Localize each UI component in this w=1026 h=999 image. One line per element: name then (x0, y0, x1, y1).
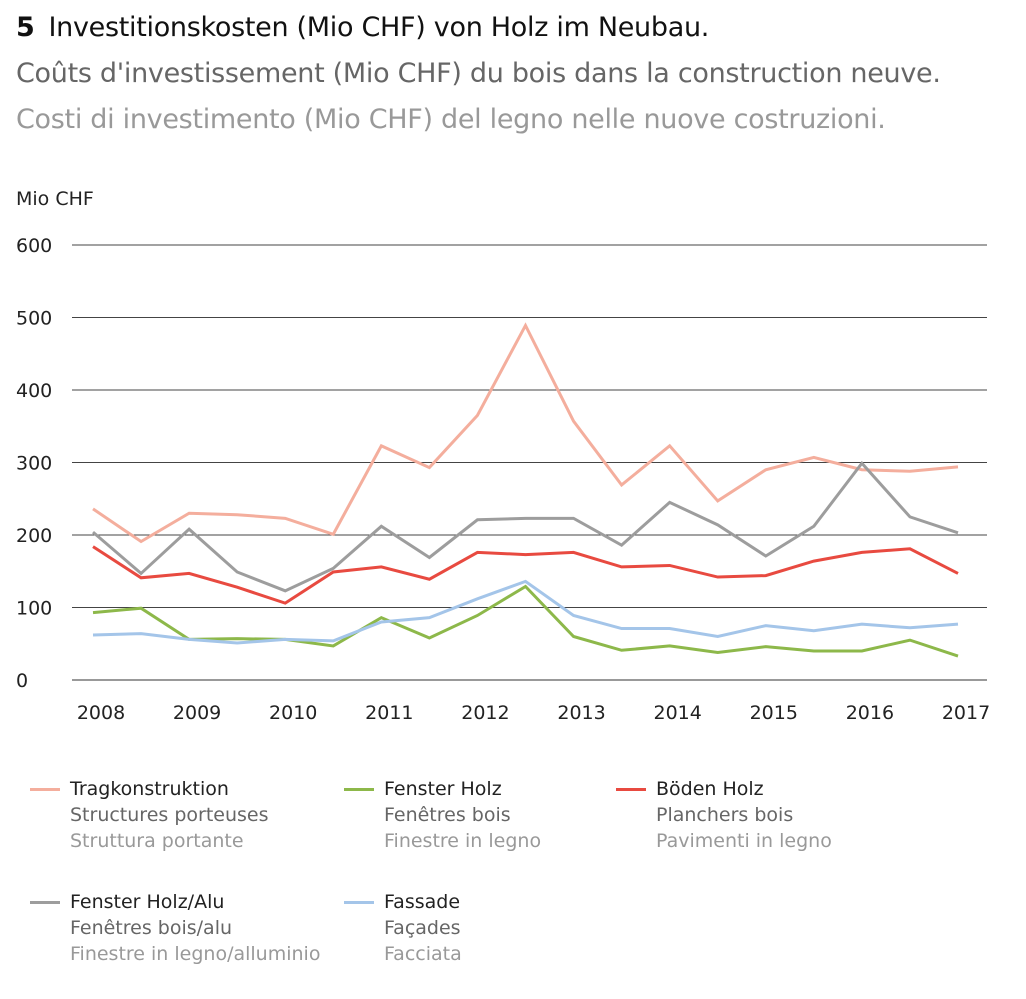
legend-item: Fassade Façades Facciata (344, 889, 462, 967)
legend-label-it: Struttura portante (70, 830, 244, 852)
legend-label-de: Böden Holz (656, 778, 764, 800)
y-tick-label: 400 (16, 380, 52, 402)
legend-swatch (344, 788, 374, 791)
x-tick-label: 2008 (77, 702, 125, 724)
series-line-tragkonstruktion (92, 322, 959, 544)
y-tick-label: 500 (16, 308, 52, 330)
x-tick-label: 2012 (461, 702, 509, 724)
x-tick-label: 2009 (173, 702, 221, 724)
series-line-b-den-holz (92, 545, 959, 605)
legend-label-it: Finestre in legno/alluminio (70, 943, 321, 965)
legend-item: Fenster Holz/Alu Fenêtres bois/alu Fines… (30, 889, 320, 967)
legend-item: Böden Holz Planchers bois Pavimenti in l… (616, 776, 832, 854)
y-tick-label: 200 (16, 525, 52, 547)
x-tick-label: 2013 (557, 702, 605, 724)
legend-label-de: Fassade (384, 891, 461, 913)
legend-label-de: Fenster Holz (384, 778, 502, 800)
chart-title-de: 5 Investitionskosten (Mio CHF) von Holz i… (16, 12, 709, 43)
chart-title-fr: Coûts d'investissement (Mio CHF) du bois… (16, 58, 941, 89)
legend-label-it: Pavimenti in legno (656, 830, 832, 852)
legend-swatch (344, 901, 374, 904)
legend-label-de: Fenster Holz/Alu (70, 891, 225, 913)
y-tick-label: 0 (16, 670, 28, 692)
x-tick-label: 2017 (942, 702, 990, 724)
x-tick-label: 2010 (269, 702, 317, 724)
legend-item: Tragkonstruktion Structures porteuses St… (30, 776, 269, 854)
legend-swatch (616, 788, 646, 791)
legend-label-fr: Façades (384, 917, 461, 939)
legend-swatch (30, 788, 60, 791)
y-tick-label: 600 (16, 235, 52, 257)
y-axis-label: Mio CHF (16, 188, 94, 210)
x-tick-label: 2014 (653, 702, 701, 724)
series-line-fenster-holz (92, 584, 959, 658)
legend-label-fr: Structures porteuses (70, 804, 269, 826)
x-tick-label: 2011 (365, 702, 413, 724)
title-de-text: Investitionskosten (Mio CHF) von Holz im… (48, 12, 710, 43)
legend-label-fr: Fenêtres bois/alu (70, 917, 233, 939)
chart-title-it: Costi di investimento (Mio CHF) del legn… (16, 104, 886, 135)
series-line-fenster-holz-alu (92, 460, 959, 593)
legend-swatch (30, 901, 60, 904)
y-tick-label: 100 (16, 598, 52, 620)
legend-label-it: Finestre in legno (384, 830, 542, 852)
y-tick-label: 300 (16, 453, 52, 475)
legend-label-fr: Fenêtres bois (384, 804, 511, 826)
x-tick-label: 2015 (750, 702, 798, 724)
legend-label-fr: Planchers bois (656, 804, 794, 826)
legend-item: Fenster Holz Fenêtres bois Finestre in l… (344, 776, 541, 854)
legend-label-de: Tragkonstruktion (70, 778, 229, 800)
series-line-fassade (92, 579, 959, 645)
x-tick-label: 2016 (846, 702, 894, 724)
line-chart: 0 100 200 300 400 500 600 2008 2009 2010 2011 2012 2… (16, 235, 990, 724)
figure-number: 5 (16, 12, 35, 43)
legend-label-it: Facciata (384, 943, 462, 965)
